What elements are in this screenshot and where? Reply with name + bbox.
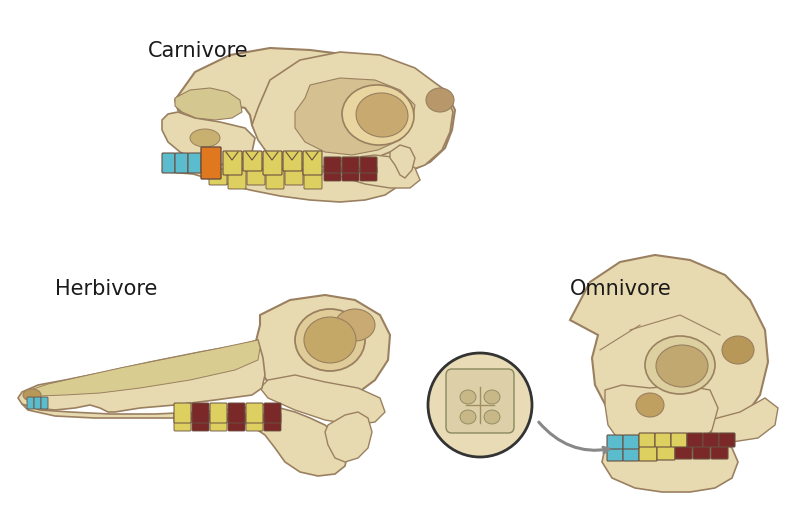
FancyBboxPatch shape (223, 151, 242, 175)
FancyBboxPatch shape (246, 403, 263, 423)
Ellipse shape (23, 389, 41, 401)
FancyBboxPatch shape (201, 147, 221, 179)
Polygon shape (252, 52, 453, 180)
FancyBboxPatch shape (34, 397, 41, 409)
Polygon shape (255, 295, 390, 402)
FancyBboxPatch shape (162, 153, 175, 173)
FancyBboxPatch shape (655, 433, 671, 447)
FancyBboxPatch shape (41, 397, 48, 409)
FancyBboxPatch shape (711, 443, 728, 459)
Polygon shape (602, 440, 738, 492)
FancyBboxPatch shape (174, 403, 191, 423)
FancyBboxPatch shape (247, 169, 265, 185)
Polygon shape (295, 78, 415, 155)
Polygon shape (175, 48, 455, 180)
FancyBboxPatch shape (228, 169, 246, 189)
FancyBboxPatch shape (175, 153, 188, 173)
FancyBboxPatch shape (623, 447, 639, 461)
Polygon shape (22, 404, 348, 476)
Ellipse shape (656, 345, 708, 387)
Polygon shape (325, 412, 372, 462)
FancyBboxPatch shape (209, 169, 227, 185)
FancyBboxPatch shape (263, 151, 282, 175)
FancyBboxPatch shape (192, 403, 209, 423)
FancyBboxPatch shape (703, 433, 719, 447)
Ellipse shape (295, 309, 365, 371)
FancyBboxPatch shape (303, 151, 322, 175)
FancyBboxPatch shape (639, 433, 655, 447)
Ellipse shape (190, 129, 220, 147)
FancyBboxPatch shape (607, 447, 623, 461)
FancyBboxPatch shape (360, 167, 377, 181)
FancyBboxPatch shape (264, 413, 281, 431)
Text: Carnivore: Carnivore (148, 41, 249, 61)
FancyBboxPatch shape (687, 433, 703, 447)
FancyBboxPatch shape (639, 445, 657, 461)
FancyBboxPatch shape (446, 369, 514, 433)
Text: Omnivore: Omnivore (570, 279, 672, 299)
Ellipse shape (636, 393, 664, 417)
FancyBboxPatch shape (623, 435, 639, 449)
Ellipse shape (484, 410, 500, 424)
FancyBboxPatch shape (210, 403, 227, 423)
Ellipse shape (356, 93, 408, 137)
FancyBboxPatch shape (210, 413, 227, 431)
Polygon shape (30, 340, 260, 396)
Ellipse shape (645, 336, 715, 394)
FancyBboxPatch shape (342, 167, 359, 181)
FancyBboxPatch shape (228, 413, 245, 431)
Ellipse shape (484, 390, 500, 404)
FancyBboxPatch shape (671, 433, 687, 447)
Ellipse shape (460, 410, 476, 424)
FancyBboxPatch shape (283, 151, 302, 171)
FancyBboxPatch shape (285, 169, 303, 185)
FancyBboxPatch shape (27, 397, 34, 409)
FancyBboxPatch shape (228, 403, 245, 423)
FancyBboxPatch shape (243, 151, 262, 171)
Polygon shape (162, 112, 255, 165)
Polygon shape (605, 385, 718, 458)
FancyBboxPatch shape (324, 157, 341, 173)
FancyBboxPatch shape (342, 157, 359, 173)
Polygon shape (260, 375, 385, 425)
FancyBboxPatch shape (607, 435, 623, 449)
Ellipse shape (460, 390, 476, 404)
FancyBboxPatch shape (657, 444, 675, 460)
FancyBboxPatch shape (266, 169, 284, 189)
Polygon shape (570, 255, 768, 445)
FancyBboxPatch shape (324, 167, 341, 181)
FancyBboxPatch shape (192, 413, 209, 431)
Polygon shape (330, 155, 420, 188)
Polygon shape (175, 88, 242, 120)
FancyBboxPatch shape (246, 413, 263, 431)
Polygon shape (18, 340, 265, 412)
Text: Herbivore: Herbivore (55, 279, 158, 299)
Polygon shape (162, 152, 405, 202)
FancyBboxPatch shape (188, 153, 201, 173)
FancyBboxPatch shape (693, 443, 710, 459)
Ellipse shape (335, 309, 375, 341)
Polygon shape (390, 145, 415, 178)
Ellipse shape (342, 85, 414, 145)
FancyBboxPatch shape (675, 443, 692, 459)
FancyBboxPatch shape (174, 413, 191, 431)
Ellipse shape (304, 317, 356, 363)
FancyBboxPatch shape (360, 157, 377, 173)
Ellipse shape (722, 336, 754, 364)
Ellipse shape (426, 88, 454, 112)
FancyBboxPatch shape (719, 433, 735, 447)
Polygon shape (710, 398, 778, 442)
FancyBboxPatch shape (304, 169, 322, 189)
FancyBboxPatch shape (264, 403, 281, 423)
Circle shape (428, 353, 532, 457)
